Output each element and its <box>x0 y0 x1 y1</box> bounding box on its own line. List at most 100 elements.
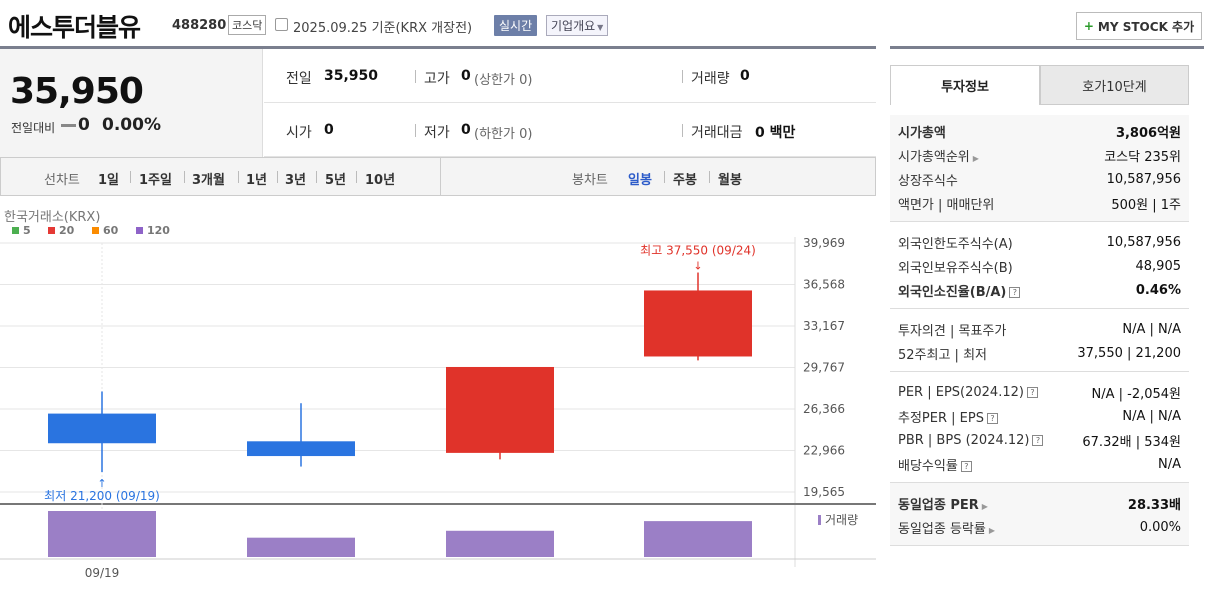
divider <box>709 171 710 183</box>
help-icon[interactable]: ? <box>1009 286 1021 298</box>
divider <box>890 46 1204 49</box>
y-tick-label: 36,568 <box>803 278 845 292</box>
info-label[interactable]: 동일업종 등락률 <box>898 521 986 537</box>
prev-close-label: 전일 <box>286 71 312 87</box>
line-chart-label: 선차트 <box>44 173 80 188</box>
info-label[interactable]: PBR | BPS (2024.12) <box>898 432 1030 448</box>
info-value: 10,587,956 <box>1106 234 1181 250</box>
help-icon[interactable]: ? <box>1032 434 1044 446</box>
quote-row <box>264 103 876 157</box>
period-3y[interactable]: 3년 <box>285 173 307 188</box>
max-annotation: 최고 37,550 (09/24) <box>640 244 756 258</box>
tab-hoga-10[interactable]: 호가10단계 <box>1040 65 1189 105</box>
info-label-wrap: 투자의견 | 목표주가 <box>898 320 1006 339</box>
current-price: 35,950 <box>10 71 144 112</box>
open-value: 0 <box>324 122 334 138</box>
divider <box>184 171 185 183</box>
info-label[interactable]: PER | EPS(2024.12) <box>898 384 1024 400</box>
info-section: 동일업종 PER ▶ 28.33배 동일업종 등락률 ▶ 0.00% <box>890 483 1189 546</box>
info-label-wrap: 배당수익률? <box>898 455 972 474</box>
help-icon[interactable]: ? <box>986 412 998 424</box>
volume-bar <box>247 537 355 557</box>
info-label-wrap: 액면가 | 매매단위 <box>898 194 994 213</box>
help-icon[interactable]: ? <box>1026 386 1038 398</box>
info-label-wrap: 시가총액 <box>898 122 946 141</box>
candle-body <box>644 290 752 357</box>
info-label: 상장주식수 <box>898 173 958 189</box>
low-value: 0 <box>461 122 471 138</box>
info-label[interactable]: 시가총액순위 <box>898 149 970 165</box>
info-label: 투자의견 | 목표주가 <box>898 323 1007 339</box>
info-label[interactable]: 외국인소진율(B/A) <box>898 284 1007 300</box>
info-value: 28.33배 <box>1127 497 1181 513</box>
info-label: 시가총액 <box>898 125 946 141</box>
price-chart[interactable]: 한국거래소(KRX) 5 20 60 120 39,969 36,568 33,167 29… <box>0 197 876 595</box>
realtime-button[interactable]: 실시간 <box>494 15 538 36</box>
period-10y[interactable]: 10년 <box>365 173 396 188</box>
info-value: 0.46% <box>1135 282 1181 298</box>
arrow-up-icon: ↑ <box>97 477 106 490</box>
candle-monthly[interactable]: 월봉 <box>718 173 742 188</box>
info-label-wrap: 52주최고 | 최저 <box>898 344 987 363</box>
info-label: 외국인한도주식수(A) <box>898 236 1013 252</box>
chart-source-label: 한국거래소(KRX) <box>4 210 100 225</box>
info-row: PBR | BPS (2024.12)? 67.32배 | 534원 <box>898 428 1181 452</box>
info-label-wrap: 추정PER | EPS? <box>898 407 998 426</box>
candle-daily[interactable]: 일봉 <box>628 173 652 188</box>
company-overview-dropdown[interactable]: 기업개요 ▼ <box>546 15 609 36</box>
info-label-wrap: PER | EPS(2024.12)? <box>898 385 1038 400</box>
divider <box>238 171 239 183</box>
amount-value: 0 백만 <box>755 125 796 141</box>
y-tick-label: 26,366 <box>803 402 845 416</box>
info-value: 500원 | 1주 <box>1111 197 1181 213</box>
period-1y[interactable]: 1년 <box>246 173 268 188</box>
info-section: 투자의견 | 목표주가 N/A | N/A 52주최고 | 최저 37,550 | 2… <box>890 309 1189 372</box>
info-label: 외국인보유주식수(B) <box>898 260 1013 276</box>
arrow-down-icon: ↓ <box>693 260 702 273</box>
chevron-right-icon: ▶ <box>988 525 996 535</box>
ma-legend-swatch <box>136 227 143 234</box>
info-row: PER | EPS(2024.12)? N/A | -2,054원 <box>898 380 1181 404</box>
info-label-wrap: 시가총액순위 ▶ <box>898 146 979 165</box>
info-label[interactable]: 추정PER | EPS <box>898 410 984 426</box>
volume-bar <box>446 530 554 557</box>
stock-name: 에스투더블유 <box>8 13 141 42</box>
info-value: N/A <box>1158 456 1181 472</box>
divider <box>682 124 683 137</box>
candle-weekly[interactable]: 주봉 <box>673 173 697 188</box>
info-value: 0.00% <box>1139 519 1181 535</box>
ma-legend-swatch <box>48 227 55 234</box>
market-badge: 코스닥 <box>228 15 267 35</box>
y-tick-label: 33,167 <box>803 319 845 333</box>
ma-legend-swatch <box>92 227 99 234</box>
open-label: 시가 <box>286 125 312 141</box>
period-1w[interactable]: 1주일 <box>139 173 172 188</box>
low-label: 저가 <box>424 125 450 141</box>
divider <box>440 157 441 196</box>
upper-limit: (상한가 0) <box>474 73 533 88</box>
lower-limit: (하한가 0) <box>474 127 533 142</box>
divider <box>682 70 683 83</box>
y-tick-label: 22,966 <box>803 444 845 458</box>
info-row: 투자의견 | 목표주가 N/A | N/A <box>898 317 1181 341</box>
change-percent: 0.00% <box>102 115 161 135</box>
stock-code: 488280 <box>172 18 227 33</box>
tab-investment-info[interactable]: 투자정보 <box>890 65 1040 105</box>
volume-label: 거래량 <box>691 71 730 87</box>
info-label-wrap: 동일업종 등락률 ▶ <box>898 518 995 537</box>
period-3m[interactable]: 3개월 <box>192 173 225 188</box>
period-1d[interactable]: 1일 <box>98 173 120 188</box>
my-stock-add-button[interactable]: + MY STOCK 추가 <box>1076 12 1202 40</box>
info-value: 코스닥 235위 <box>1104 149 1181 165</box>
candle-chart-label: 봉차트 <box>572 173 608 188</box>
help-icon[interactable]: ? <box>960 460 972 472</box>
ma-legend-label: 60 <box>103 224 119 237</box>
divider <box>356 171 357 183</box>
plus-icon: + <box>1083 19 1094 33</box>
period-5y[interactable]: 5년 <box>325 173 347 188</box>
info-label[interactable]: 동일업종 PER <box>898 497 979 513</box>
info-label-wrap: 동일업종 PER ▶ <box>898 494 988 513</box>
info-label[interactable]: 배당수익률 <box>898 458 958 474</box>
info-value: 67.32배 | 534원 <box>1082 434 1181 450</box>
